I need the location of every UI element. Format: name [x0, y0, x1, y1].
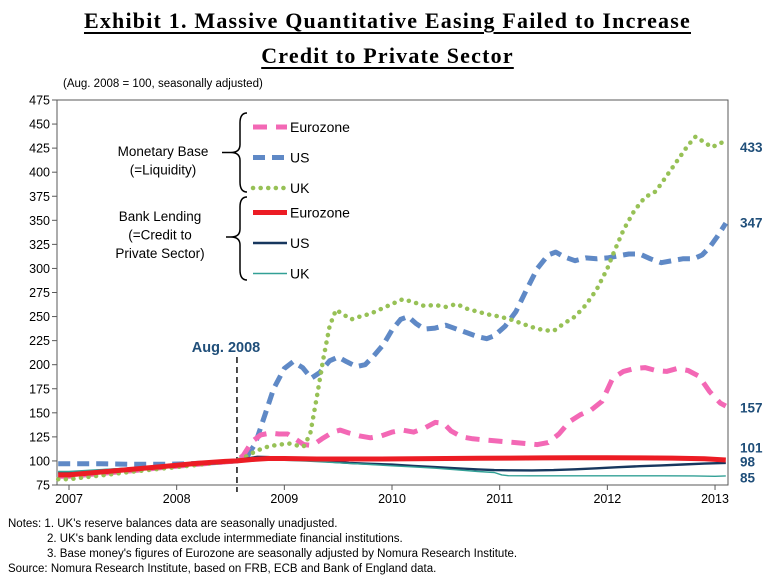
- legend-group-bank-lending-line2: (=Credit to: [128, 228, 191, 243]
- end-value-uk-monetary-base: 433: [740, 140, 763, 155]
- notes-block: Notes: 1. UK's reserve balances data are…: [8, 517, 517, 577]
- chart-subtitle: (Aug. 2008 = 100, seasonally adjusted): [63, 78, 263, 90]
- y-tick-label: 150: [29, 406, 50, 420]
- y-tick-label: 175: [29, 382, 50, 396]
- legend-group-monetary-base-line1: Monetary Base: [118, 144, 209, 159]
- series-line-us-monetary-base: [58, 221, 728, 467]
- brace-monetary-base: [230, 112, 248, 193]
- x-tick-label: 2008: [163, 492, 191, 506]
- x-tick-label: 2011: [486, 492, 513, 506]
- legend-label-eurozone-monetary-base: Eurozone: [290, 119, 350, 135]
- series-line-eurozone-monetary-base: [58, 365, 727, 479]
- brace-bank-lending: [230, 196, 248, 281]
- x-tick-label: 2009: [270, 492, 298, 506]
- legend-group-bank-lending-line1: Bank Lending: [119, 209, 202, 224]
- legend-group-monetary-base-line2: (=Liquidity): [130, 163, 196, 178]
- x-tick-label: 2007: [55, 492, 83, 506]
- end-value-us-monetary-base: 347: [740, 216, 763, 231]
- series-line-eurozone-bank-lending: [58, 455, 726, 478]
- exhibit-title-line1: Exhibit 1. Massive Quantitative Easing F…: [83, 8, 691, 33]
- aug-2008-label: Aug. 2008: [192, 340, 261, 356]
- legend-label-us-monetary-base: US: [290, 150, 309, 166]
- exhibit-title: Exhibit 1. Massive Quantitative Easing F…: [0, 3, 775, 73]
- note-2: 2. UK's bank lending data exclude interm…: [47, 533, 403, 545]
- end-value-eurozone-monetary-base: 157: [740, 401, 763, 416]
- y-tick-label: 350: [29, 214, 50, 228]
- y-tick-label: 375: [29, 190, 50, 204]
- x-tick-label: 2012: [593, 492, 621, 506]
- y-tick-label: 275: [29, 286, 50, 300]
- source-line: Source: Nomura Research Institute, based…: [8, 563, 437, 575]
- x-tick-label: 2013: [701, 492, 729, 506]
- y-tick-label: 100: [29, 454, 50, 468]
- note-3: 3. Base money's figures of Eurozone are …: [47, 548, 518, 560]
- end-value-uk-bank-lending: 85: [740, 470, 756, 485]
- legend-label-uk-monetary-base: UK: [290, 180, 310, 196]
- y-tick-label: 125: [29, 430, 50, 444]
- y-tick-label: 450: [29, 118, 50, 132]
- y-tick-label: 300: [29, 262, 50, 276]
- series-line-uk-monetary-base: [55, 134, 729, 482]
- legend-group-bank-lending-line3: Private Sector): [115, 246, 204, 261]
- note-1: Notes: 1. UK's reserve balances data are…: [8, 518, 338, 530]
- y-tick-label: 425: [29, 142, 50, 156]
- y-tick-label: 325: [29, 238, 50, 252]
- legend-label-us-bank-lending: US: [290, 235, 309, 251]
- y-tick-label: 200: [29, 358, 50, 372]
- y-tick-label: 475: [29, 94, 50, 108]
- legend-label-eurozone-bank-lending: Eurozone: [290, 205, 350, 221]
- end-value-eurozone-bank-lending: 101: [740, 440, 763, 455]
- legend-label-uk-bank-lending: UK: [290, 266, 310, 282]
- end-value-us-bank-lending: 98: [740, 454, 756, 469]
- y-tick-label: 400: [29, 166, 50, 180]
- y-tick-label: 250: [29, 310, 50, 324]
- y-tick-label: 75: [36, 479, 50, 493]
- x-tick-label: 2010: [378, 492, 406, 506]
- y-tick-label: 225: [29, 334, 50, 348]
- exhibit-title-line2: Credit to Private Sector: [261, 43, 514, 68]
